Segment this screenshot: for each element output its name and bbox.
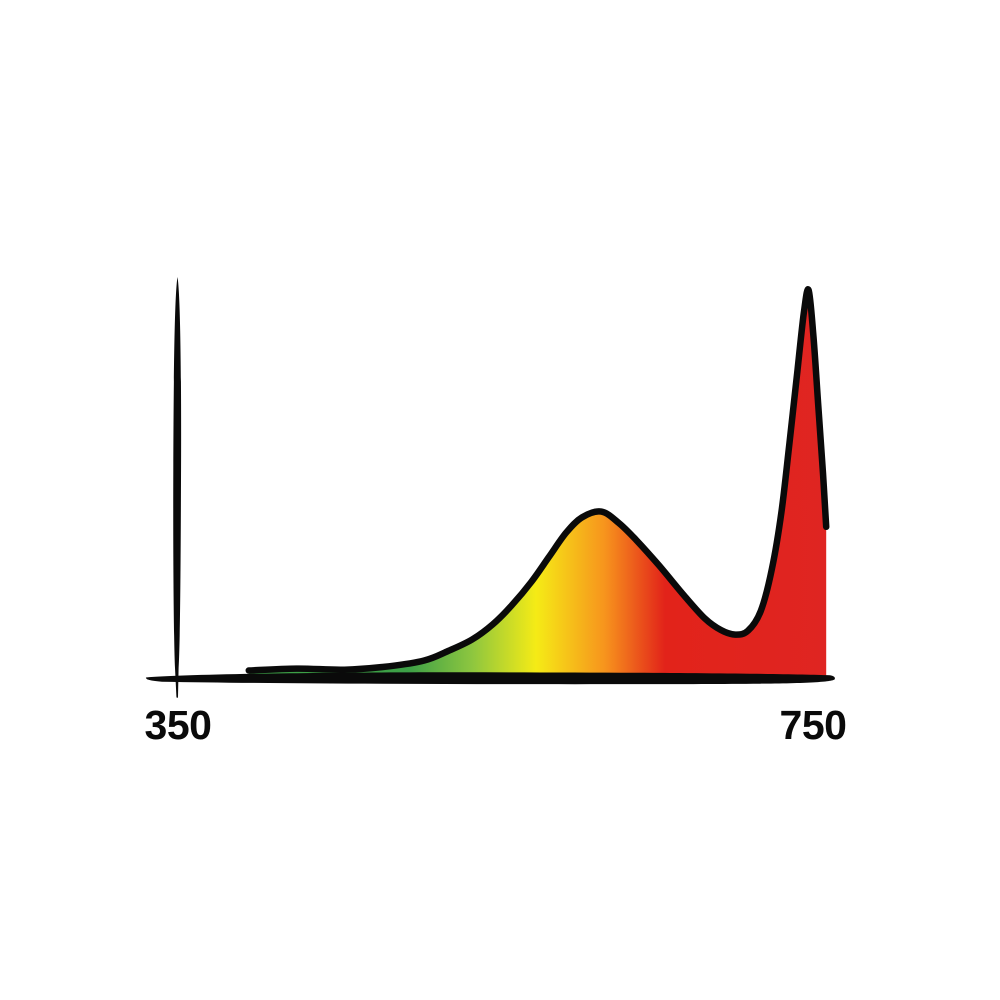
- y-axis-line: [173, 277, 182, 698]
- spectrum-area-fill: [248, 289, 827, 680]
- x-tick-label-350: 350: [145, 702, 212, 748]
- spectrum-curve-outline: [245, 286, 830, 674]
- x-axis-line: [145, 672, 835, 685]
- x-tick-label-750: 750: [780, 702, 847, 748]
